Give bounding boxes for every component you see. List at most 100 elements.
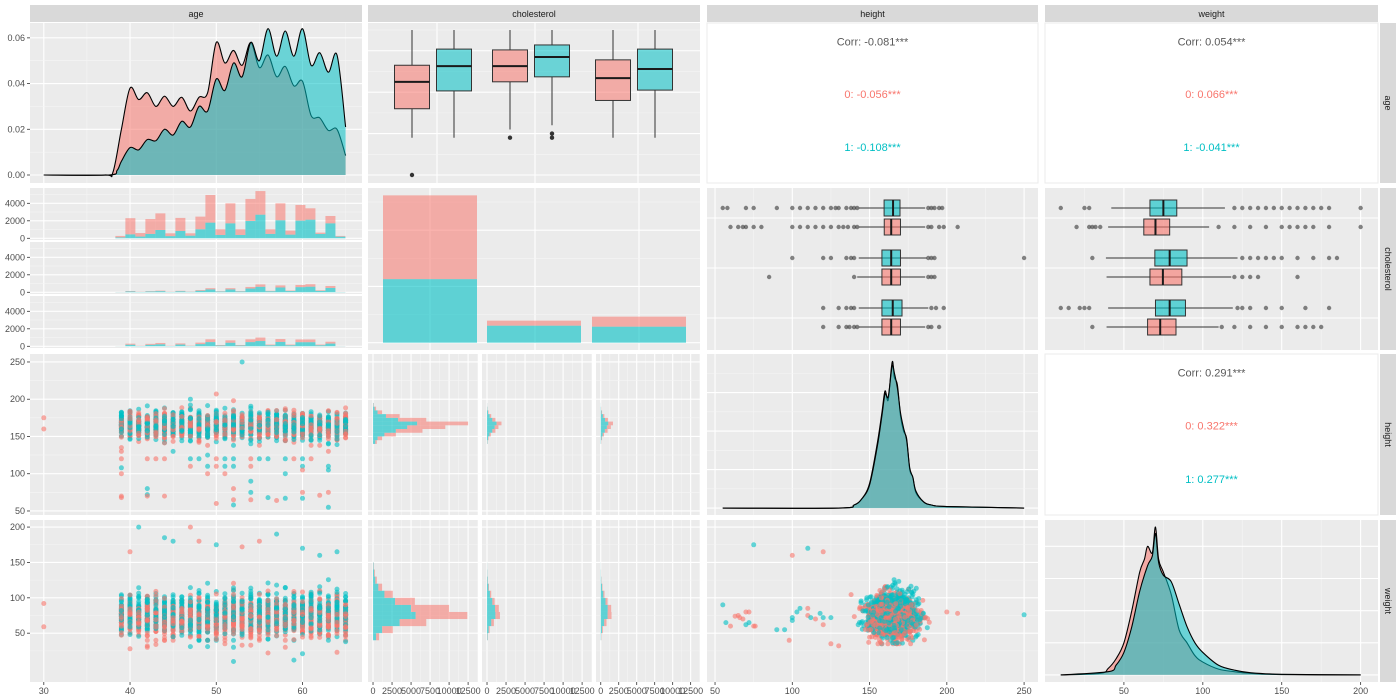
hist-bar-group-0 xyxy=(489,414,492,418)
scatter-point-group-1 xyxy=(248,417,254,423)
scatter-point-group-0 xyxy=(282,432,288,438)
scatter-point-group-0 xyxy=(334,628,340,634)
scatter-point-group-0 xyxy=(213,630,219,636)
hist-bar-group-0 xyxy=(377,436,383,441)
bar-group-1 xyxy=(592,326,686,343)
scatter-point-group-1 xyxy=(136,585,142,591)
scatter-point-group-1 xyxy=(144,428,150,434)
hist-bar-group-0 xyxy=(305,208,316,220)
scatter-point-group-1 xyxy=(118,608,124,613)
boxplot-cat1-group-0 xyxy=(728,218,960,236)
outlier-point xyxy=(1295,324,1300,330)
scatter-point-group-1 xyxy=(274,411,280,417)
outlier-point xyxy=(1232,274,1237,280)
outlier-point xyxy=(790,205,795,211)
hist-bar-group-1 xyxy=(325,287,336,293)
hist-bar-group-1 xyxy=(255,214,266,239)
scatter-point-group-1 xyxy=(343,639,349,645)
hist-bar-group-0 xyxy=(295,204,306,221)
scatter-point-group-1 xyxy=(222,599,228,605)
hist-bar-group-1 xyxy=(600,436,602,441)
hist-bar-group-0 xyxy=(488,583,489,591)
scatter-point-group-0 xyxy=(300,599,305,605)
hist-bar-group-1 xyxy=(315,290,326,293)
hist-bar-group-0 xyxy=(399,619,427,627)
panel-background xyxy=(482,520,592,682)
outlier-point xyxy=(836,324,841,330)
scatter-point-group-0 xyxy=(256,591,262,597)
scatter-point-group-0 xyxy=(308,427,314,433)
scatter-point-group-0 xyxy=(196,437,202,443)
scatter-point-group-1 xyxy=(300,620,305,626)
outlier-point xyxy=(759,224,764,230)
scatter-point-group-0 xyxy=(300,489,305,495)
scatter-point-group-0 xyxy=(187,634,193,640)
hist-bar-group-0 xyxy=(489,432,491,437)
scatter-point-group-0 xyxy=(187,433,193,439)
outlier-point xyxy=(728,224,733,230)
outlier-point xyxy=(1077,305,1082,311)
panel-cholesterol-age-boxplot xyxy=(368,23,700,183)
scatter-point-group-0 xyxy=(179,405,185,411)
strip-top-label: age xyxy=(188,9,203,19)
scatter-point-group-1 xyxy=(196,605,202,611)
hist-bar-group-0 xyxy=(335,235,346,237)
scatter-point-group-0 xyxy=(291,589,297,594)
scatter-point-group-1 xyxy=(274,619,280,625)
scatter-point-group-1 xyxy=(205,606,211,611)
hist-bar-group-0 xyxy=(382,626,393,634)
panel-weight-hist-cholesterol-3 xyxy=(596,520,700,682)
scatter-point-group-0 xyxy=(162,493,167,499)
scatter-point-group-0 xyxy=(162,623,167,629)
outlier-point xyxy=(851,274,857,280)
outlier-point xyxy=(929,205,934,211)
scatter-point-group-0 xyxy=(308,442,314,448)
outlier-point xyxy=(1098,224,1103,230)
strip-right-label: height xyxy=(1383,422,1393,447)
hist-bar-group-1 xyxy=(600,421,609,426)
panel-weight-cholesterol-boxplot xyxy=(1045,188,1378,350)
scatter-point-group-0 xyxy=(308,422,314,428)
hist-bar-group-0 xyxy=(275,339,286,342)
hist-bar-group-1 xyxy=(373,604,412,612)
box xyxy=(1154,249,1188,267)
hist-bar-group-1 xyxy=(295,287,306,293)
outlier-point xyxy=(1271,255,1277,261)
outlier-point xyxy=(836,305,841,311)
hist-bar-group-1 xyxy=(305,286,316,293)
hist-bar-group-0 xyxy=(605,597,608,605)
scatter-point-group-0 xyxy=(317,425,323,431)
hist-bar-group-1 xyxy=(265,345,276,347)
hist-bar-group-0 xyxy=(225,203,236,224)
scatter-point-group-0 xyxy=(291,637,297,643)
scatter-point-group-0 xyxy=(153,417,159,423)
scatter-point-group-1 xyxy=(334,549,340,555)
hist-bar-group-0 xyxy=(135,233,146,237)
scatter-point-group-1 xyxy=(317,419,323,425)
hist-bar-group-0 xyxy=(325,215,336,224)
hist-bar-group-0 xyxy=(488,436,489,441)
box xyxy=(436,48,472,92)
hist-bar-group-0 xyxy=(495,604,499,612)
outlier-point xyxy=(1326,255,1332,261)
outlier-point xyxy=(805,224,810,230)
scatter-point-group-0 xyxy=(144,637,150,643)
scatter-point-group-1 xyxy=(187,644,193,650)
scatter-point-group-0 xyxy=(136,433,142,439)
outlier-point xyxy=(1318,205,1324,211)
hist-bar-group-0 xyxy=(491,619,494,627)
hist-bar-group-1 xyxy=(285,234,296,239)
scatter-point-group-0 xyxy=(343,602,349,608)
hist-bar-group-0 xyxy=(492,597,495,605)
scatter-point-group-0 xyxy=(274,417,280,423)
scatter-point-group-0 xyxy=(127,416,133,422)
scatter-point-group-0 xyxy=(213,591,219,597)
scatter-point-group-0 xyxy=(153,642,159,647)
scatter-point-group-0 xyxy=(265,620,271,626)
scatter-point-group-0 xyxy=(196,426,202,432)
hist-bar-group-1 xyxy=(215,234,226,239)
hist-bar-group-1 xyxy=(195,229,206,239)
scatter-point-group-0 xyxy=(127,549,133,555)
outlier-point xyxy=(1358,205,1363,211)
scatter-point-group-0 xyxy=(153,430,159,436)
